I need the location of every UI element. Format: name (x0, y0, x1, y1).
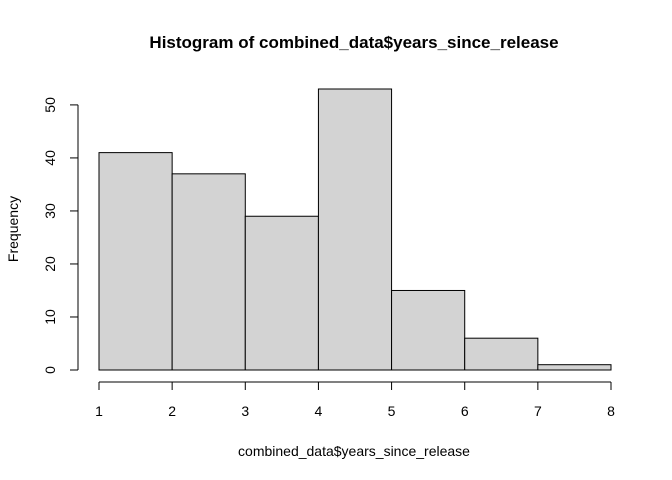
histogram-bar-5 (391, 289, 466, 371)
histogram-bar-3 (244, 215, 319, 371)
y-axis-label: Frequency (5, 196, 21, 262)
x-axis-label: combined_data$years_since_release (238, 443, 470, 459)
y-tick-label-30: 30 (42, 203, 58, 219)
y-tick-label-10: 10 (42, 309, 58, 325)
x-tick-label-8: 8 (607, 403, 615, 419)
histogram-bar-2 (171, 173, 246, 371)
x-axis: 1 2 3 4 5 6 7 8 (95, 381, 615, 419)
histogram-bar-6 (464, 337, 539, 371)
x-tick-label-5: 5 (388, 403, 396, 419)
chart-title: Histogram of combined_data$years_since_r… (149, 33, 558, 52)
x-tick-label-3: 3 (241, 403, 249, 419)
x-tick-label-2: 2 (168, 403, 176, 419)
x-tick-label-7: 7 (534, 403, 542, 419)
y-tick-label-20: 20 (42, 256, 58, 272)
x-tick-label-6: 6 (461, 403, 469, 419)
histogram-bar-4 (317, 88, 393, 371)
x-tick-label-4: 4 (315, 403, 323, 419)
y-tick-label-40: 40 (42, 150, 58, 166)
bars-layer (98, 88, 612, 371)
histogram-bar-1 (98, 152, 173, 371)
y-tick-label-0: 0 (42, 366, 58, 374)
y-axis: 0 10 20 30 40 50 (42, 97, 79, 374)
x-tick-label-1: 1 (95, 403, 103, 419)
histogram-bar-7 (537, 364, 612, 371)
y-tick-label-50: 50 (42, 97, 58, 113)
